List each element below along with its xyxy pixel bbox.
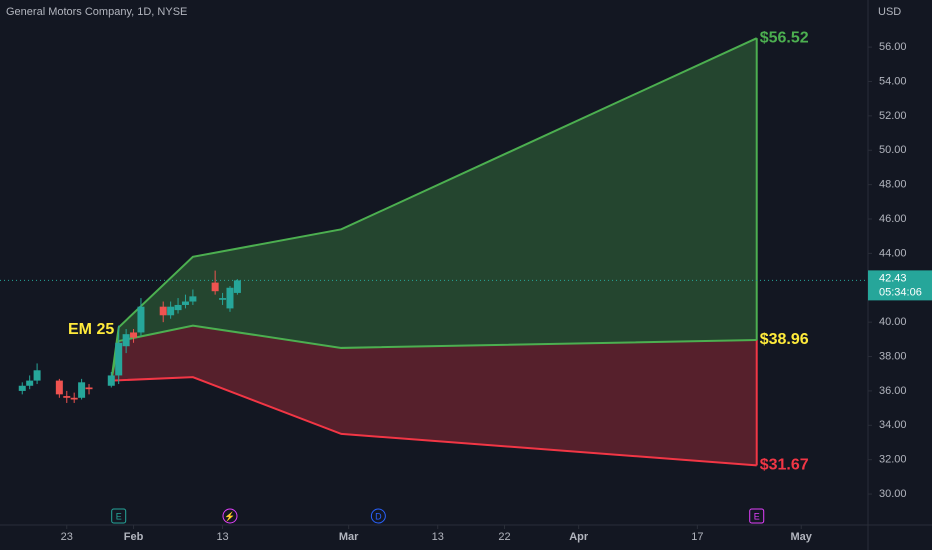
y-tick-label: 34.00 <box>879 419 907 431</box>
candle-body <box>63 396 71 398</box>
y-tick-label: 38.00 <box>879 350 907 362</box>
event-label: D <box>375 511 382 521</box>
x-tick-label: 13 <box>216 531 228 543</box>
y-tick-label: 46.00 <box>879 213 907 225</box>
x-tick-label: Mar <box>339 531 359 543</box>
candle-body <box>219 298 227 300</box>
y-tick-label: 52.00 <box>879 110 907 122</box>
x-tick-label: May <box>791 531 813 543</box>
y-tick-label: 30.00 <box>879 488 907 500</box>
candle-body <box>159 306 167 316</box>
range-end-label: $38.96 <box>760 331 809 348</box>
x-tick-label: Apr <box>569 531 589 543</box>
y-tick-label: 36.00 <box>879 385 907 397</box>
lower-range-fill <box>111 325 757 466</box>
y-tick-label: 44.00 <box>879 247 907 259</box>
y-tick-label: 56.00 <box>879 41 907 53</box>
event-icon <box>111 508 127 524</box>
candle-body <box>211 282 219 292</box>
y-tick-label: 40.00 <box>879 316 907 328</box>
event-label: E <box>116 511 122 521</box>
event-icon <box>370 508 386 524</box>
candle-body <box>55 380 63 395</box>
price-badge-value: 42.43 <box>879 272 907 284</box>
x-tick-label: 17 <box>691 531 703 543</box>
candle-body <box>233 280 241 293</box>
range-end-label: $56.52 <box>760 29 809 46</box>
event-icon <box>749 508 765 524</box>
candle-body <box>130 332 138 338</box>
candle-body <box>78 382 86 398</box>
currency: USD <box>878 6 901 18</box>
upper-range-fill <box>111 38 757 381</box>
annotation: EM 25 <box>68 321 114 338</box>
y-tick-label: 32.00 <box>879 454 907 466</box>
y-tick-label: 48.00 <box>879 179 907 191</box>
candle-body <box>18 385 26 391</box>
candle-body <box>137 306 145 333</box>
candle-body <box>70 397 78 400</box>
price-badge-countdown: 05:34:06 <box>879 286 922 298</box>
candle-body <box>85 387 93 390</box>
x-tick-label: 13 <box>432 531 444 543</box>
price-badge <box>868 270 932 301</box>
candle-body <box>122 334 130 347</box>
candle-body <box>181 301 189 305</box>
x-tick-label: 23 <box>61 531 73 543</box>
event-label: ⚡ <box>224 510 235 522</box>
range-end-label: $31.67 <box>760 457 809 474</box>
event-label: E <box>754 511 760 521</box>
candle-body <box>107 375 115 386</box>
chart-title: General Motors Company, 1D, NYSE <box>6 6 187 18</box>
range-line <box>111 376 757 467</box>
candle-body <box>174 304 182 311</box>
event-icon <box>222 508 238 524</box>
x-tick-label: 22 <box>498 531 510 543</box>
x-tick-label: Feb <box>124 531 144 543</box>
candle-body <box>167 306 175 316</box>
candle-body <box>26 380 34 386</box>
y-tick-label: 50.00 <box>879 144 907 156</box>
y-tick-label: 54.00 <box>879 75 907 87</box>
candle-body <box>115 342 123 376</box>
candle-body <box>189 296 197 302</box>
candle-body <box>33 370 41 381</box>
candle-body <box>226 287 234 309</box>
